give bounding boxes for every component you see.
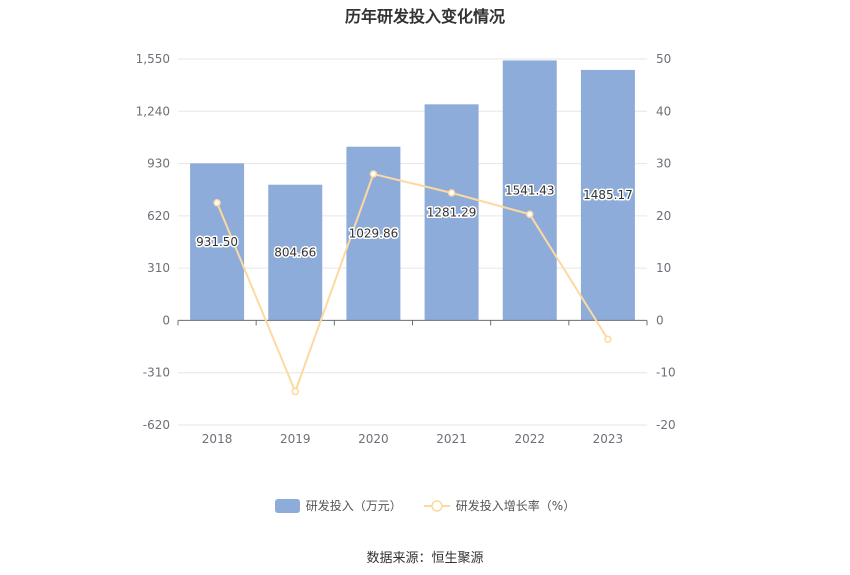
y-left-tick-label: 1,240 <box>136 104 170 118</box>
y-right-tick-label: 30 <box>656 157 671 171</box>
grid-lines <box>178 58 647 426</box>
legend-label-growth-rate: 研发投入增长率（%） <box>455 499 576 513</box>
growth-line <box>216 172 609 395</box>
bar-value-label: 804.66 <box>274 246 316 260</box>
legend-item-rd-investment[interactable]: 研发投入（万元） <box>274 497 402 514</box>
x-tick-label: 2023 <box>593 432 624 446</box>
legend-item-growth-rate[interactable]: 研发投入增长率（%） <box>423 497 576 514</box>
growth-point <box>526 210 534 219</box>
growth-point <box>447 189 456 197</box>
data-labels: 931.50 804.66 1029.86 1281.29 1541.43 1485.17 <box>195 182 635 261</box>
growth-line-series <box>213 170 612 396</box>
bar-series <box>190 60 635 321</box>
y-left-tick-label: 620 <box>147 209 170 223</box>
bar-value-label: 1281.29 <box>427 205 477 219</box>
y-right-tick-label: 20 <box>656 209 671 223</box>
y-right-tick-label: 0 <box>656 313 664 327</box>
y-left-tick-label: 930 <box>147 157 170 171</box>
bar <box>424 104 479 321</box>
bar-value-label: 1029.86 <box>349 227 399 241</box>
growth-point <box>604 335 612 344</box>
legend-label-rd-investment: 研发投入（万元） <box>305 499 402 513</box>
y-right-tick-label: 40 <box>656 104 671 118</box>
y-right-tick-label: -10 <box>656 366 676 380</box>
bar <box>502 60 557 321</box>
chart-title: 历年研发投入变化情况 <box>344 7 505 26</box>
source-note: 数据来源：恒生聚源 <box>366 551 484 566</box>
y-left-tick-label: 1,550 <box>136 52 170 66</box>
legend-line-swatch <box>423 499 450 512</box>
growth-point <box>291 387 299 396</box>
y-right-tick-label: -20 <box>656 418 676 432</box>
growth-point <box>213 199 221 207</box>
legend: 研发投入（万元） 研发投入增长率（%） <box>0 497 850 514</box>
axes: -620 -310 0 310 620 930 1,240 1,550 -20 -10 0 10 20 3… <box>136 52 676 446</box>
legend-bar-swatch <box>274 498 300 513</box>
y-left-tick-label: -310 <box>143 366 170 380</box>
y-left-tick-label: 310 <box>147 261 170 275</box>
x-tick-label: 2022 <box>514 432 545 446</box>
x-tick-label: 2018 <box>202 432 233 446</box>
x-tick-label: 2020 <box>358 432 389 446</box>
y-left-tick-label: 0 <box>162 313 170 327</box>
y-left-tick-label: -620 <box>143 418 170 432</box>
x-tick-label: 2019 <box>280 432 311 446</box>
bar <box>580 69 635 321</box>
bar-value-label: 1485.17 <box>583 188 633 202</box>
y-right-tick-label: 10 <box>656 261 671 275</box>
bar-value-label: 1541.43 <box>505 183 555 197</box>
bar-value-label: 931.50 <box>196 235 238 249</box>
bar <box>268 184 323 321</box>
y-right-tick-label: 50 <box>656 52 671 66</box>
growth-point <box>369 170 378 178</box>
bar <box>190 163 245 321</box>
x-tick-label: 2021 <box>436 432 467 446</box>
